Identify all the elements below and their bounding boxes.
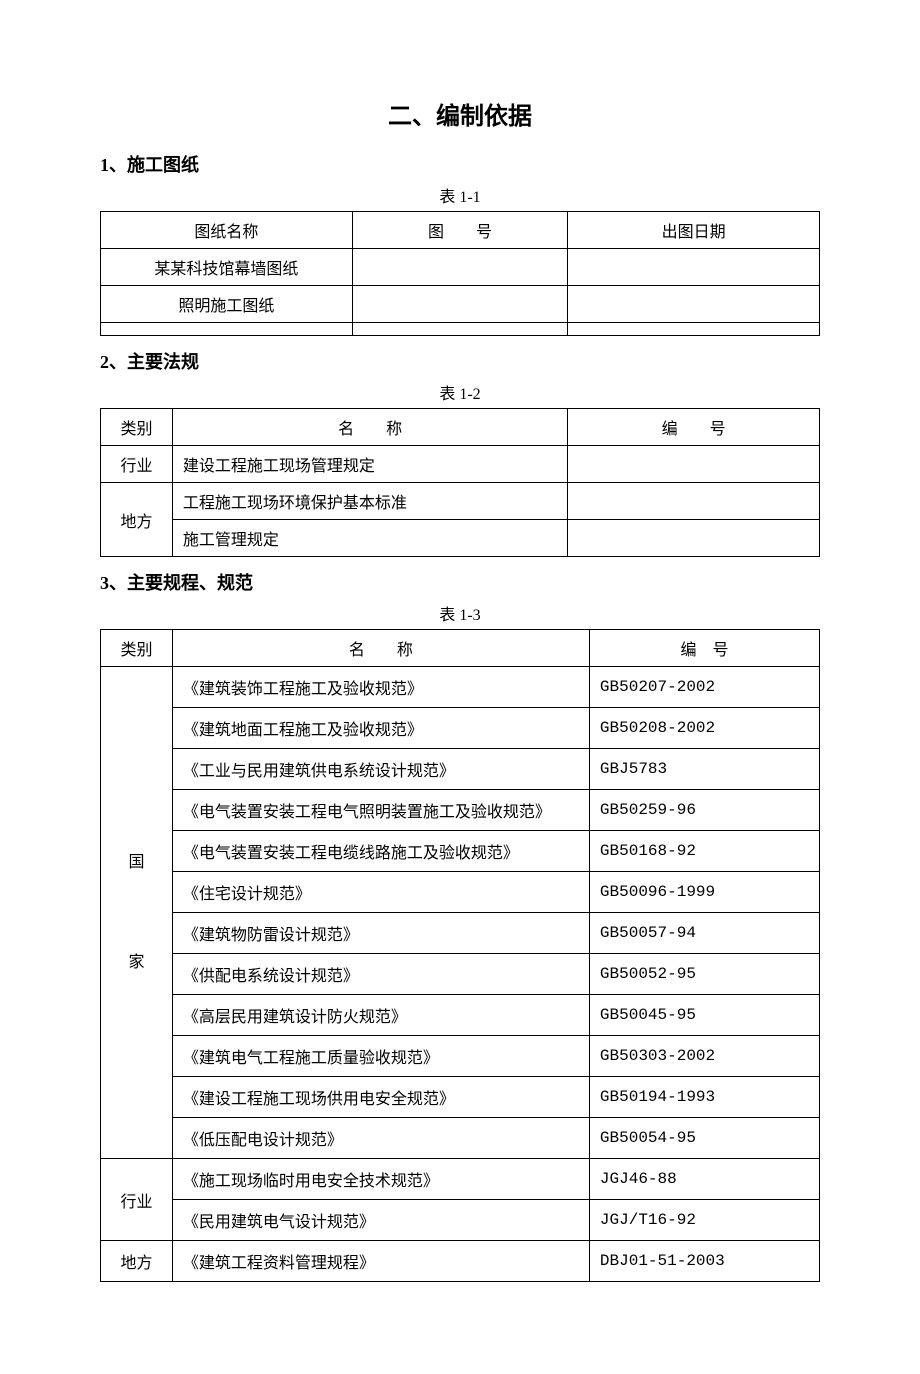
cell-name: 《高层民用建筑设计防火规范》 [172,995,589,1036]
table3-caption: 表 1-3 [100,601,820,625]
table-row: 《建筑物防雷设计规范》 GB50057-94 [101,913,820,954]
cell-name: 《电气装置安装工程电气照明装置施工及验收规范》 [172,790,589,831]
table-row: 类别 名 称 编 号 [101,630,820,667]
table-row: 地方 工程施工现场环境保护基本标准 [101,483,820,520]
cell-name: 《施工现场临时用电安全技术规范》 [172,1159,589,1200]
cell-name: 《住宅设计规范》 [172,872,589,913]
table-row: 照明施工图纸 [101,286,820,323]
cell-name: 《电气装置安装工程电缆线路施工及验收规范》 [172,831,589,872]
table3: 类别 名 称 编 号 国 家 《建筑装饰工程施工及验收规范》 GB50207-2… [100,629,820,1282]
cell-name: 《工业与民用建筑供电系统设计规范》 [172,749,589,790]
cell-code: GB50168-92 [589,831,819,872]
table-row: 《高层民用建筑设计防火规范》 GB50045-95 [101,995,820,1036]
table-row: 《电气装置安装工程电气照明装置施工及验收规范》 GB50259-96 [101,790,820,831]
cat-char-bottom: 家 [111,943,162,983]
table-row: 施工管理规定 [101,520,820,557]
cell-code: GB50194-1993 [589,1077,819,1118]
cell-code: GB50096-1999 [589,872,819,913]
cell-code: GB50259-96 [589,790,819,831]
cell-number [352,323,568,336]
table2-header-category: 类别 [101,409,173,446]
table-row: 《建筑地面工程施工及验收规范》 GB50208-2002 [101,708,820,749]
cell-category: 行业 [101,446,173,483]
table3-header-category: 类别 [101,630,173,667]
cell-name: 《建筑装饰工程施工及验收规范》 [172,667,589,708]
table-row: 《电气装置安装工程电缆线路施工及验收规范》 GB50168-92 [101,831,820,872]
cell-number [352,249,568,286]
cell-date [568,249,820,286]
cell-code: GBJ5783 [589,749,819,790]
cell-code: GB50052-95 [589,954,819,995]
cell-name: 《建设工程施工现场供用电安全规范》 [172,1077,589,1118]
table-row: 某某科技馆幕墙图纸 [101,249,820,286]
cell-name: 照明施工图纸 [101,286,353,323]
cell-code: DBJ01-51-2003 [589,1241,819,1282]
cell-code: JGJ/T16-92 [589,1200,819,1241]
table-row [101,323,820,336]
cell-code: GB50208-2002 [589,708,819,749]
table-row: 《建筑电气工程施工质量验收规范》 GB50303-2002 [101,1036,820,1077]
cell-category: 地方 [101,1241,173,1282]
cat-char-top: 国 [111,843,162,883]
cell-name [101,323,353,336]
cell-name: 《民用建筑电气设计规范》 [172,1200,589,1241]
cat-spacer [111,883,162,943]
table-row: 《住宅设计规范》 GB50096-1999 [101,872,820,913]
cell-name: 工程施工现场环境保护基本标准 [172,483,567,520]
table2-header-name: 名 称 [172,409,567,446]
table1-header-number: 图 号 [352,212,568,249]
table3-header-code: 编 号 [589,630,819,667]
cell-name: 《低压配电设计规范》 [172,1118,589,1159]
section3-heading: 3、主要规程、规范 [100,569,820,595]
cell-name: 《供配电系统设计规范》 [172,954,589,995]
cell-name: 某某科技馆幕墙图纸 [101,249,353,286]
table-row: 国 家 《建筑装饰工程施工及验收规范》 GB50207-2002 [101,667,820,708]
cell-date [568,286,820,323]
cell-code: GB50054-95 [589,1118,819,1159]
table-row: 行业 建设工程施工现场管理规定 [101,446,820,483]
cell-code [568,446,820,483]
section2-heading: 2、主要法规 [100,348,820,374]
table1-caption: 表 1-1 [100,183,820,207]
table-row: 《供配电系统设计规范》 GB50052-95 [101,954,820,995]
cell-code: GB50207-2002 [589,667,819,708]
table-row: 《建设工程施工现场供用电安全规范》 GB50194-1993 [101,1077,820,1118]
cell-name: 施工管理规定 [172,520,567,557]
cell-code: JGJ46-88 [589,1159,819,1200]
table-row: 《低压配电设计规范》 GB50054-95 [101,1118,820,1159]
cell-category: 行业 [101,1159,173,1241]
cell-name: 《建筑物防雷设计规范》 [172,913,589,954]
table-row: 类别 名 称 编 号 [101,409,820,446]
table-row: 地方 《建筑工程资料管理规程》 DBJ01-51-2003 [101,1241,820,1282]
table-row: 《民用建筑电气设计规范》 JGJ/T16-92 [101,1200,820,1241]
table1: 图纸名称 图 号 出图日期 某某科技馆幕墙图纸 照明施工图纸 [100,211,820,336]
cell-name: 建设工程施工现场管理规定 [172,446,567,483]
cell-code: GB50057-94 [589,913,819,954]
cell-code: GB50045-95 [589,995,819,1036]
cell-code [568,483,820,520]
cell-date [568,323,820,336]
cell-category: 地方 [101,483,173,557]
cell-number [352,286,568,323]
page-title: 二、编制依据 [100,96,820,131]
table-row: 行业 《施工现场临时用电安全技术规范》 JGJ46-88 [101,1159,820,1200]
cell-code: GB50303-2002 [589,1036,819,1077]
cell-category: 国 家 [101,667,173,1159]
cell-name: 《建筑工程资料管理规程》 [172,1241,589,1282]
cell-name: 《建筑地面工程施工及验收规范》 [172,708,589,749]
section1-heading: 1、施工图纸 [100,151,820,177]
table1-header-name: 图纸名称 [101,212,353,249]
cell-name: 《建筑电气工程施工质量验收规范》 [172,1036,589,1077]
cell-code [568,520,820,557]
table1-header-date: 出图日期 [568,212,820,249]
table-row: 图纸名称 图 号 出图日期 [101,212,820,249]
table2: 类别 名 称 编 号 行业 建设工程施工现场管理规定 地方 工程施工现场环境保护… [100,408,820,557]
table2-caption: 表 1-2 [100,380,820,404]
table3-header-name: 名 称 [172,630,589,667]
table-row: 《工业与民用建筑供电系统设计规范》 GBJ5783 [101,749,820,790]
table2-header-code: 编 号 [568,409,820,446]
